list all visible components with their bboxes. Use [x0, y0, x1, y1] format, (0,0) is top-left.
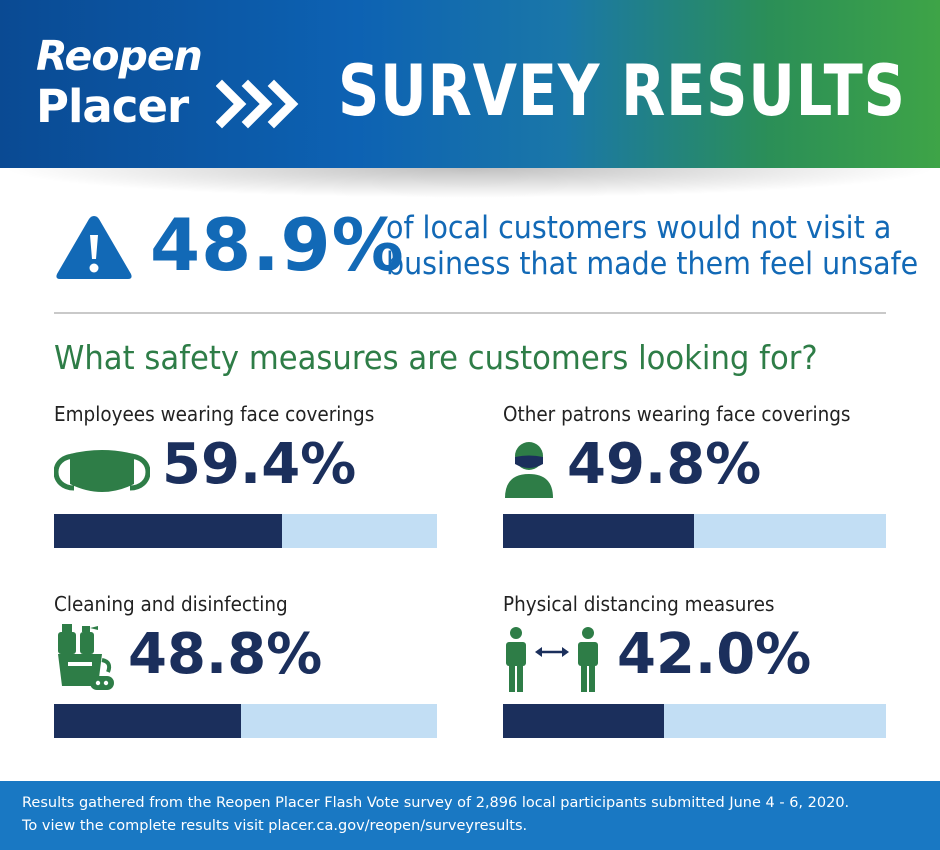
metric-label: Cleaning and disinfecting — [54, 592, 288, 616]
metric-cleaning-disinfecting: Cleaning and disinfecting 48.8% — [54, 592, 437, 742]
metric-patrons-face-coverings: Other patrons wearing face coverings 49.… — [503, 402, 886, 552]
metric-physical-distancing: Physical distancing measures 42.0% — [503, 592, 886, 742]
headline-text-line1: of local customers would not visit a — [386, 210, 892, 246]
header-banner: Reopen Placer SURVEY RESULTS — [0, 0, 940, 168]
footer-line1: Results gathered from the Reopen Placer … — [22, 795, 850, 811]
metric-bar-fill — [54, 514, 282, 548]
page-title: SURVEY RESULTS — [338, 50, 906, 132]
metric-label: Physical distancing measures — [503, 592, 775, 616]
metric-percent: 42.0% — [617, 622, 812, 687]
metric-percent: 49.8% — [567, 432, 762, 497]
metric-percent: 48.8% — [128, 622, 323, 687]
metric-bar-track — [54, 704, 437, 738]
metric-percent: 59.4% — [162, 432, 357, 497]
headline-text-line2: business that made them feel unsafe — [386, 246, 919, 282]
metric-bar-track — [503, 704, 886, 738]
face-mask-icon — [54, 450, 150, 492]
distancing-icon — [506, 627, 598, 692]
cleaning-supplies-icon — [58, 624, 114, 690]
metric-bar-track — [54, 514, 437, 548]
metric-employees-face-coverings: Employees wearing face coverings 59.4% — [54, 402, 437, 552]
chevron-arrows-icon — [216, 79, 299, 129]
metric-label: Other patrons wearing face coverings — [503, 402, 851, 426]
headline-percent: 48.9% — [150, 203, 405, 287]
footer: Results gathered from the Reopen Placer … — [0, 781, 940, 850]
metric-bar-fill — [503, 514, 694, 548]
logo-text-placer: Placer — [36, 80, 189, 133]
warning-icon — [56, 216, 132, 279]
headline-text: of local customers would not visit a bus… — [386, 210, 918, 282]
section-question: What safety measures are customers looki… — [54, 338, 818, 377]
metric-bar-track — [503, 514, 886, 548]
header-shadow — [0, 168, 940, 198]
section-divider — [54, 312, 886, 314]
metric-bar-fill — [54, 704, 241, 738]
footer-line2: To view the complete results visit place… — [22, 818, 528, 834]
metric-label: Employees wearing face coverings — [54, 402, 375, 426]
masked-person-icon — [505, 442, 553, 498]
metric-bar-fill — [503, 704, 664, 738]
logo-text-reopen: Reopen — [36, 32, 203, 80]
